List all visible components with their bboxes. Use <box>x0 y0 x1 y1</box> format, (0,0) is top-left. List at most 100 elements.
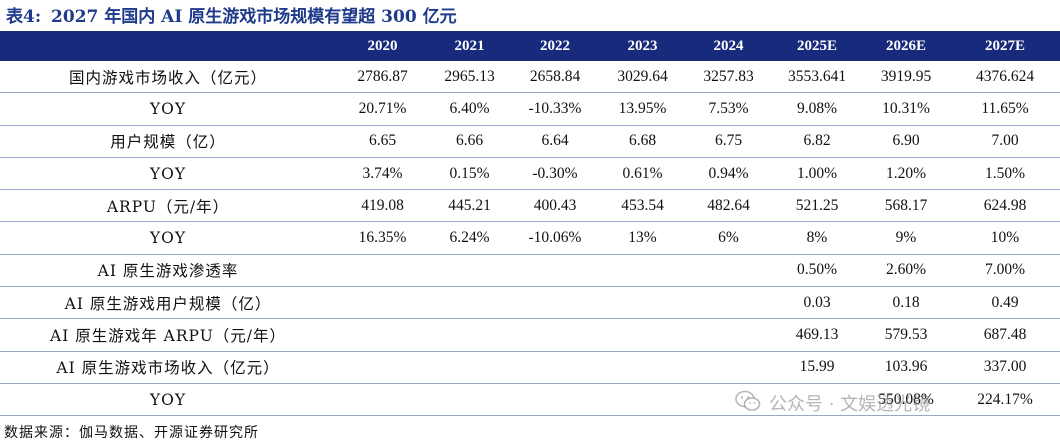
table-cell <box>685 384 772 415</box>
table-body: 国内游戏市场收入（亿元） 2786.87 2965.13 2658.84 3029.64… <box>0 61 1060 417</box>
table-row: AI 原生游戏年 ARPU（元/年） 469.13 579.53 687.48 <box>0 319 1060 352</box>
table-cell <box>685 319 772 350</box>
table-cell: 579.53 <box>884 326 928 344</box>
table-cell: 10.31% <box>882 99 930 117</box>
table-cell: 482.64 <box>707 196 750 214</box>
table-cell <box>510 352 600 383</box>
row-label: AI 原生游戏年 ARPU（元/年） <box>50 327 286 346</box>
table-cell <box>772 384 862 415</box>
table-cell: 624.98 <box>983 196 1027 214</box>
data-source-note: 数据来源：伽马数据、开源证券研究所 <box>4 425 259 441</box>
table-cell: 1.00% <box>796 164 838 182</box>
table-cell: 0.61% <box>622 164 663 182</box>
table-cell <box>429 255 510 286</box>
table-cell <box>510 287 600 318</box>
table-cell: 568.17 <box>884 196 928 214</box>
table-row: AI 原生游戏渗透率 0.50% 2.60% 7.00% <box>0 255 1060 288</box>
table-cell <box>600 255 685 286</box>
table-row: 国内游戏市场收入（亿元） 2786.87 2965.13 2658.84 3029.64… <box>0 61 1060 94</box>
table-cell: 3553.641 <box>787 67 847 85</box>
table-cell: 6.40% <box>449 99 490 117</box>
table-cell: 2658.84 <box>529 67 581 85</box>
table-title-text: 2027 年国内 AI 原生游戏市场规模有望超 300 亿元 <box>51 7 457 27</box>
table-cell: 6.82 <box>803 132 831 150</box>
table-cell: 6% <box>718 229 739 247</box>
table-cell: 0.18 <box>892 293 920 311</box>
table-cell: 6.24% <box>449 229 490 247</box>
table-cell: -0.30% <box>532 164 578 182</box>
table-cell: 6.64 <box>541 132 569 150</box>
table-cell: 224.17% <box>977 390 1033 408</box>
table-cell: 4376.624 <box>975 67 1035 85</box>
table-cell: 521.25 <box>795 196 839 214</box>
row-label: 国内游戏市场收入（亿元） <box>68 68 267 87</box>
table-cell: 0.03 <box>803 293 831 311</box>
column-header: 2024 <box>713 38 744 54</box>
table-cell: 7.00% <box>984 261 1026 279</box>
table-cell <box>600 352 685 383</box>
row-label: ARPU（元/年） <box>106 197 230 216</box>
table-row: ARPU（元/年） 419.08 445.21 400.43 453.54 482.64 5… <box>0 190 1060 223</box>
table-cell: 16.35% <box>358 229 407 247</box>
table-cell: 453.54 <box>621 196 664 214</box>
table-cell: 11.65% <box>981 99 1029 117</box>
table-cell: 0.94% <box>708 164 749 182</box>
row-label: AI 原生游戏渗透率 <box>97 262 239 281</box>
table-cell: 9% <box>895 229 917 247</box>
table-cell: 2.60% <box>885 261 927 279</box>
table-cell: 3919.95 <box>880 67 932 85</box>
table-cell: -10.06% <box>528 229 582 247</box>
table-cell <box>336 255 429 286</box>
table-cell: 3029.64 <box>617 67 668 85</box>
table-cell: 469.13 <box>795 326 839 344</box>
table-cell: 2965.13 <box>444 67 495 85</box>
table-cell: 6.66 <box>455 132 484 150</box>
table-row: 用户规模（亿） 6.65 6.66 6.64 6.68 6.75 6.82 6.90 7.00 <box>0 126 1060 158</box>
table-cell: 0.49 <box>991 293 1019 311</box>
table-cell <box>685 255 772 286</box>
table-cell <box>685 287 772 318</box>
table-cell: 3.74% <box>362 164 403 182</box>
table-cell <box>510 319 600 350</box>
table-cell <box>336 384 429 415</box>
column-header: 2021 <box>454 38 485 54</box>
table-cell: 7.00 <box>991 132 1019 150</box>
table-cell: 7.53% <box>708 99 749 117</box>
row-label: YOY <box>149 390 187 409</box>
table-cell: 103.96 <box>884 358 928 376</box>
table-row: YOY 20.71% 6.40% -10.33% 13.95% 7.53% 9.08% 10.… <box>0 93 1060 126</box>
table-cell: 6.68 <box>628 132 657 150</box>
table-cell <box>600 384 685 415</box>
table-cell: 400.43 <box>533 196 577 214</box>
table-cell <box>510 255 600 286</box>
table-cell: 13% <box>628 229 657 247</box>
table-row: YOY 3.74% 0.15% -0.30% 0.61% 0.94% 1.00% 1.20% 1… <box>0 158 1060 191</box>
table-cell: 6.75 <box>714 132 743 150</box>
table-cell <box>429 384 510 415</box>
table-cell: 337.00 <box>983 358 1027 376</box>
table-cell: 15.99 <box>799 358 835 376</box>
table-cell: 1.50% <box>984 164 1026 182</box>
table-cell: 1.20% <box>885 164 927 182</box>
table-cell <box>510 384 600 415</box>
table-row: YOY 550.08% 224.17% <box>0 384 1060 417</box>
row-label: YOY <box>149 164 187 183</box>
row-label: YOY <box>149 229 187 248</box>
data-table: 2020 2021 2022 2023 2024 2025E 2026E 202… <box>0 31 1060 417</box>
table-header: 2020 2021 2022 2023 2024 2025E 2026E 202… <box>0 31 1060 61</box>
table-cell <box>429 352 510 383</box>
column-header: 2020 <box>367 38 398 54</box>
column-header: 2022 <box>540 38 570 54</box>
table-row: YOY 16.35% 6.24% -10.06% 13% 6% 8% 9% 10% <box>0 222 1060 255</box>
table-cell: -10.33% <box>528 99 582 117</box>
table-cell: 419.08 <box>361 196 404 214</box>
table-cell: 10% <box>990 229 1020 247</box>
table-cell: 13.95% <box>618 99 667 117</box>
table-row: AI 原生游戏用户规模（亿） 0.03 0.18 0.49 <box>0 287 1060 320</box>
table-cell: 6.65 <box>368 132 397 150</box>
table-cell: 687.48 <box>983 326 1027 344</box>
table-cell: 2786.87 <box>357 67 408 85</box>
table-cell: 8% <box>806 229 828 247</box>
table-cell <box>336 319 429 350</box>
row-label: YOY <box>149 99 187 118</box>
